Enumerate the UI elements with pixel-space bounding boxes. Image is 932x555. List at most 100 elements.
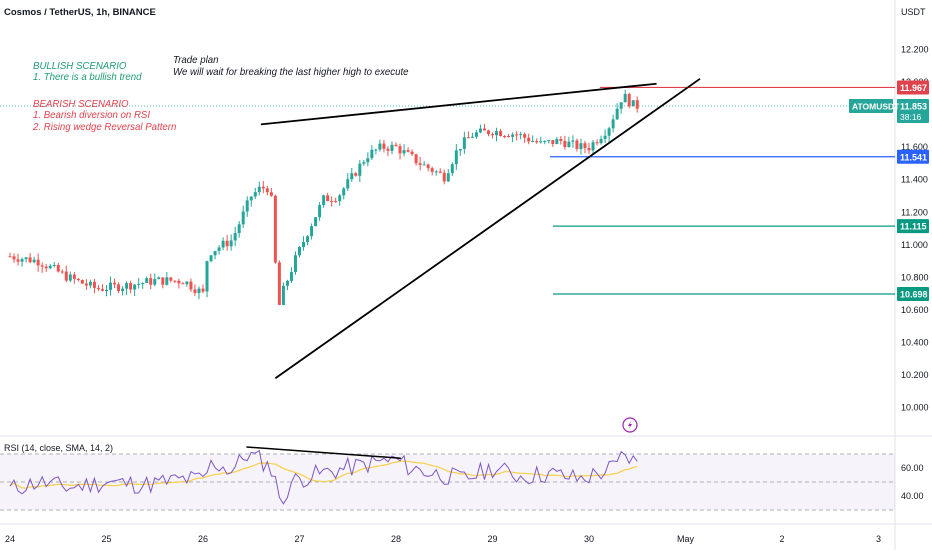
candle <box>60 271 64 273</box>
candle <box>539 141 543 143</box>
candle <box>591 142 595 151</box>
candle <box>426 164 430 169</box>
candle <box>314 217 318 227</box>
candle <box>543 141 547 143</box>
candle <box>133 284 137 290</box>
candle <box>555 139 559 145</box>
candle <box>302 242 306 248</box>
candle <box>390 144 394 151</box>
chart-title: Cosmos / TetherUS, 1h, BINANCE <box>4 7 156 18</box>
candle <box>434 171 438 173</box>
candle <box>310 226 314 237</box>
time-tick-label: 3 <box>876 534 881 544</box>
candle <box>177 280 181 284</box>
candle <box>402 150 406 154</box>
candle <box>547 140 551 142</box>
candle <box>599 138 603 144</box>
last-price-text: 11.853 <box>900 102 927 112</box>
symbol-tag <box>849 99 893 114</box>
candle <box>137 283 141 285</box>
candle <box>350 173 354 180</box>
rsi-tick-label: 40.00 <box>901 491 924 501</box>
bearish-scenario-item-2: 2. Rising wedge Reversal Pattern <box>33 121 177 133</box>
candle <box>587 148 591 151</box>
time-tick-label: 27 <box>294 534 304 544</box>
candle <box>298 247 301 256</box>
candle <box>511 134 515 137</box>
candle <box>567 141 571 148</box>
candle <box>370 149 374 159</box>
candle <box>32 259 36 263</box>
rsi-label: RSI (14, close, SMA, 14, 2) <box>4 443 114 453</box>
time-tick-label: 25 <box>101 534 111 544</box>
candle <box>378 143 382 150</box>
price-tick-label: 11.000 <box>901 240 928 250</box>
candle <box>446 173 450 182</box>
candle <box>257 186 261 193</box>
candle <box>68 274 72 281</box>
candle <box>92 281 96 288</box>
candle <box>338 195 342 202</box>
candles-group <box>8 89 639 306</box>
candle <box>495 131 499 136</box>
candle <box>346 179 350 189</box>
time-tick-label: 29 <box>487 534 497 544</box>
target-price-tag-2-text: 10.698 <box>900 289 928 299</box>
candle <box>491 134 494 136</box>
rsi-tick-label: 60.00 <box>901 463 924 473</box>
candle <box>623 93 627 103</box>
rsi-divergence-line <box>246 446 401 459</box>
candle <box>410 151 414 155</box>
candle <box>374 149 378 151</box>
support-price-tag-text: 11.541 <box>900 152 927 162</box>
candle <box>486 130 490 135</box>
candle <box>217 247 221 251</box>
candle <box>306 236 310 243</box>
last-price-tag <box>897 99 929 124</box>
candle <box>44 266 48 269</box>
candle <box>571 140 575 142</box>
target-price-tag-1 <box>897 219 929 234</box>
countdown-text: 38:16 <box>900 112 922 122</box>
candle <box>273 195 277 263</box>
candle <box>293 255 297 273</box>
candle <box>165 277 169 285</box>
candle <box>482 128 486 131</box>
candle <box>559 139 563 141</box>
candle <box>265 188 269 193</box>
candle <box>241 211 245 225</box>
candle <box>422 164 426 166</box>
candle <box>334 201 338 203</box>
resistance-price-tag <box>897 80 929 95</box>
candle <box>113 282 117 285</box>
candle <box>458 148 462 151</box>
candle <box>607 128 611 136</box>
candle <box>563 140 567 148</box>
currency-label: USDT <box>901 7 926 17</box>
candle <box>52 264 56 266</box>
candle <box>233 233 237 241</box>
candle <box>229 240 233 247</box>
candle <box>121 288 125 291</box>
candle <box>507 136 511 138</box>
candle <box>635 100 639 109</box>
time-tick-label: 26 <box>198 534 208 544</box>
time-tick-label: 30 <box>584 534 594 544</box>
candle <box>40 265 44 267</box>
rsi-sma-line <box>9 460 638 489</box>
candle <box>466 137 470 139</box>
resistance-price-tag-text: 11.967 <box>900 83 927 93</box>
candle <box>197 288 201 294</box>
candle <box>237 224 241 234</box>
candle <box>269 192 273 196</box>
candle <box>28 257 32 263</box>
trade-plan-title: Trade plan <box>173 54 219 66</box>
candle <box>8 256 12 258</box>
candle <box>169 277 173 281</box>
time-tick-label: 28 <box>391 534 401 544</box>
candle <box>221 240 225 248</box>
candle <box>64 271 68 281</box>
candle <box>245 200 249 212</box>
